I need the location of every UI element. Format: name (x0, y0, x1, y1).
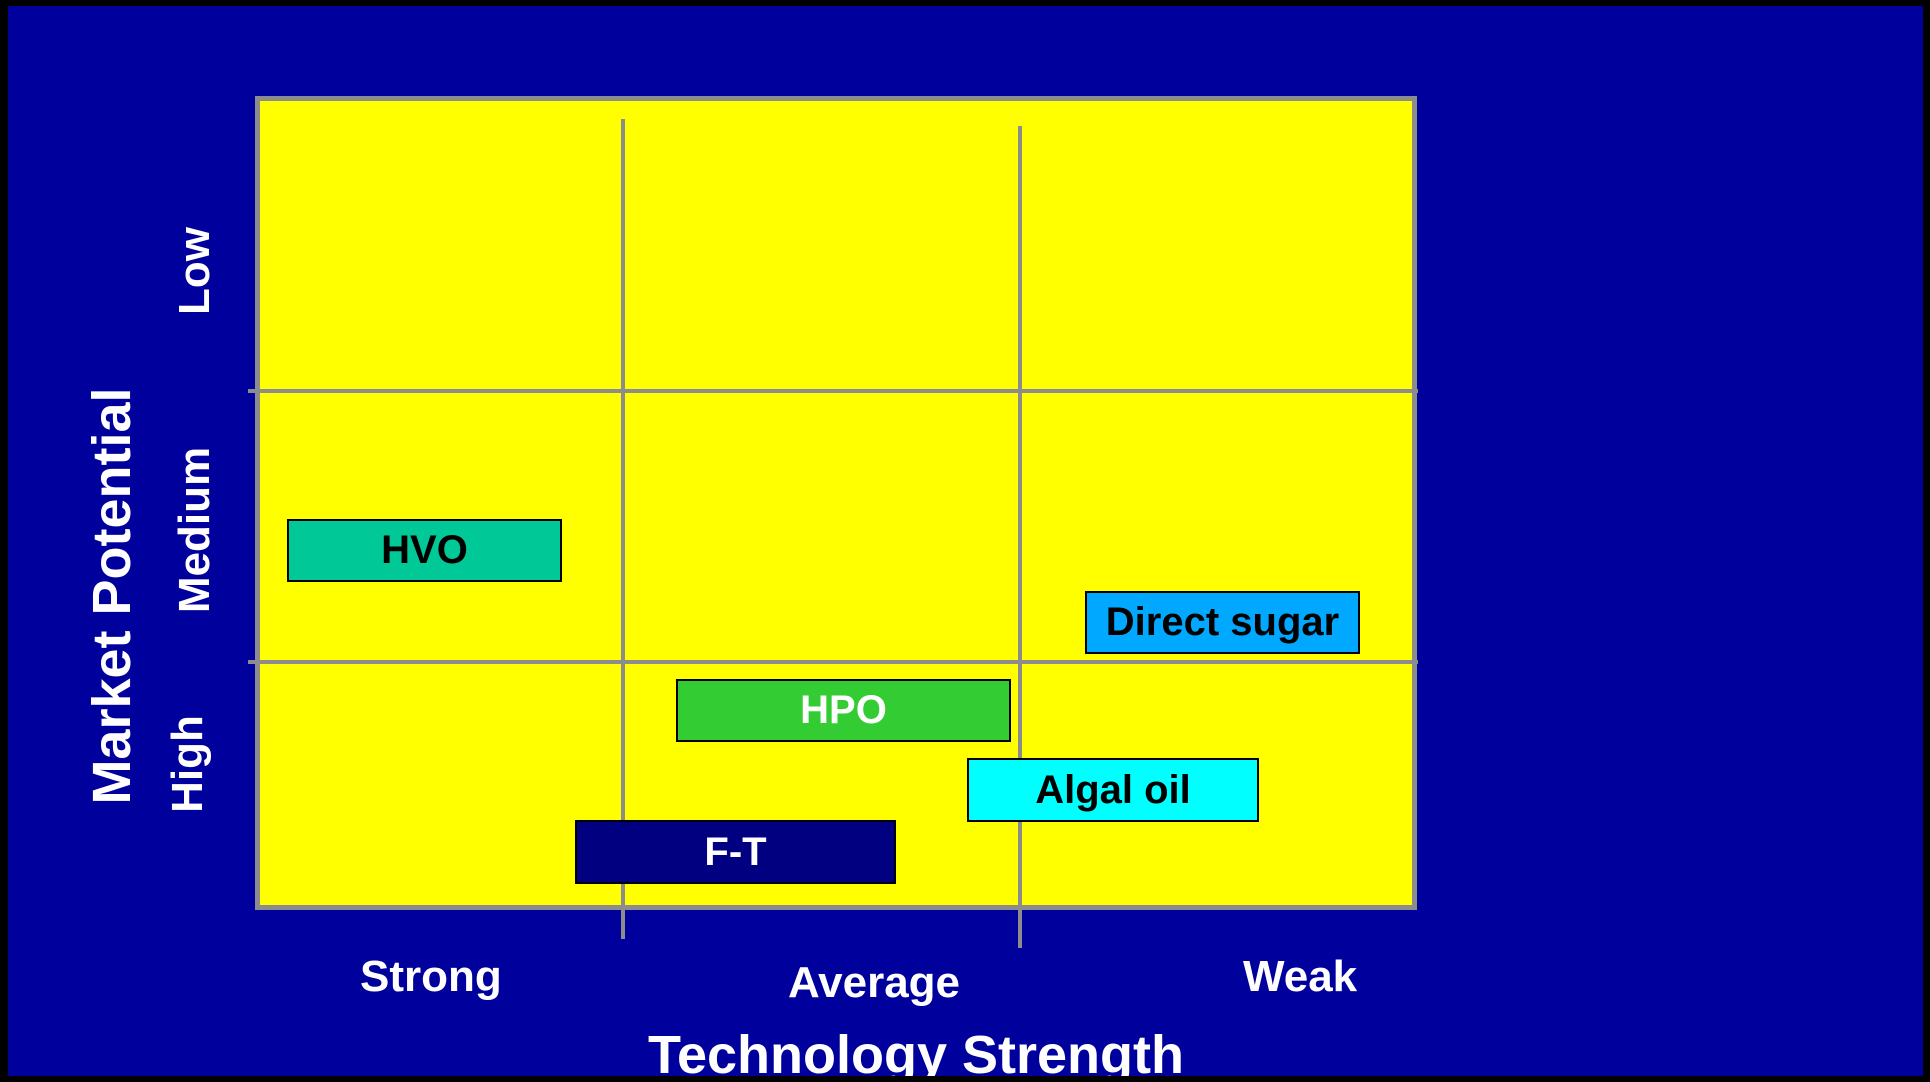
y-axis-title: Market Potential (82, 387, 142, 805)
x-axis-title: Technology Strength (648, 1025, 1184, 1076)
x-category-strong: Strong (360, 952, 502, 1001)
y-category-medium: Medium (170, 446, 219, 614)
y-category-low: Low (170, 227, 219, 315)
item-label: Algal oil (1035, 767, 1191, 812)
item-box-algal-oil: Algal oil (967, 758, 1259, 822)
y-category-high: High (163, 715, 212, 813)
x-category-average: Average (788, 958, 961, 1007)
item-box-direct-sugar: Direct sugar (1085, 591, 1360, 654)
item-label: HVO (381, 528, 468, 572)
item-box-hpo: HPO (676, 679, 1011, 742)
x-category-weak: Weak (1243, 952, 1358, 1001)
item-label: Direct sugar (1105, 600, 1340, 644)
grid-line-horizontal-2 (248, 660, 1418, 664)
grid-line-vertical-1 (621, 119, 625, 939)
item-box-ft: F-T (575, 820, 896, 884)
grid-line-horizontal-1 (248, 389, 1418, 393)
item-label: HPO (800, 688, 887, 732)
slide: HVO Direct sugar HPO Algal oil F-T Stron… (8, 6, 1923, 1076)
grid-line-vertical-2 (1018, 126, 1022, 948)
item-label: F-T (704, 829, 767, 874)
item-box-hvo: HVO (287, 519, 562, 582)
